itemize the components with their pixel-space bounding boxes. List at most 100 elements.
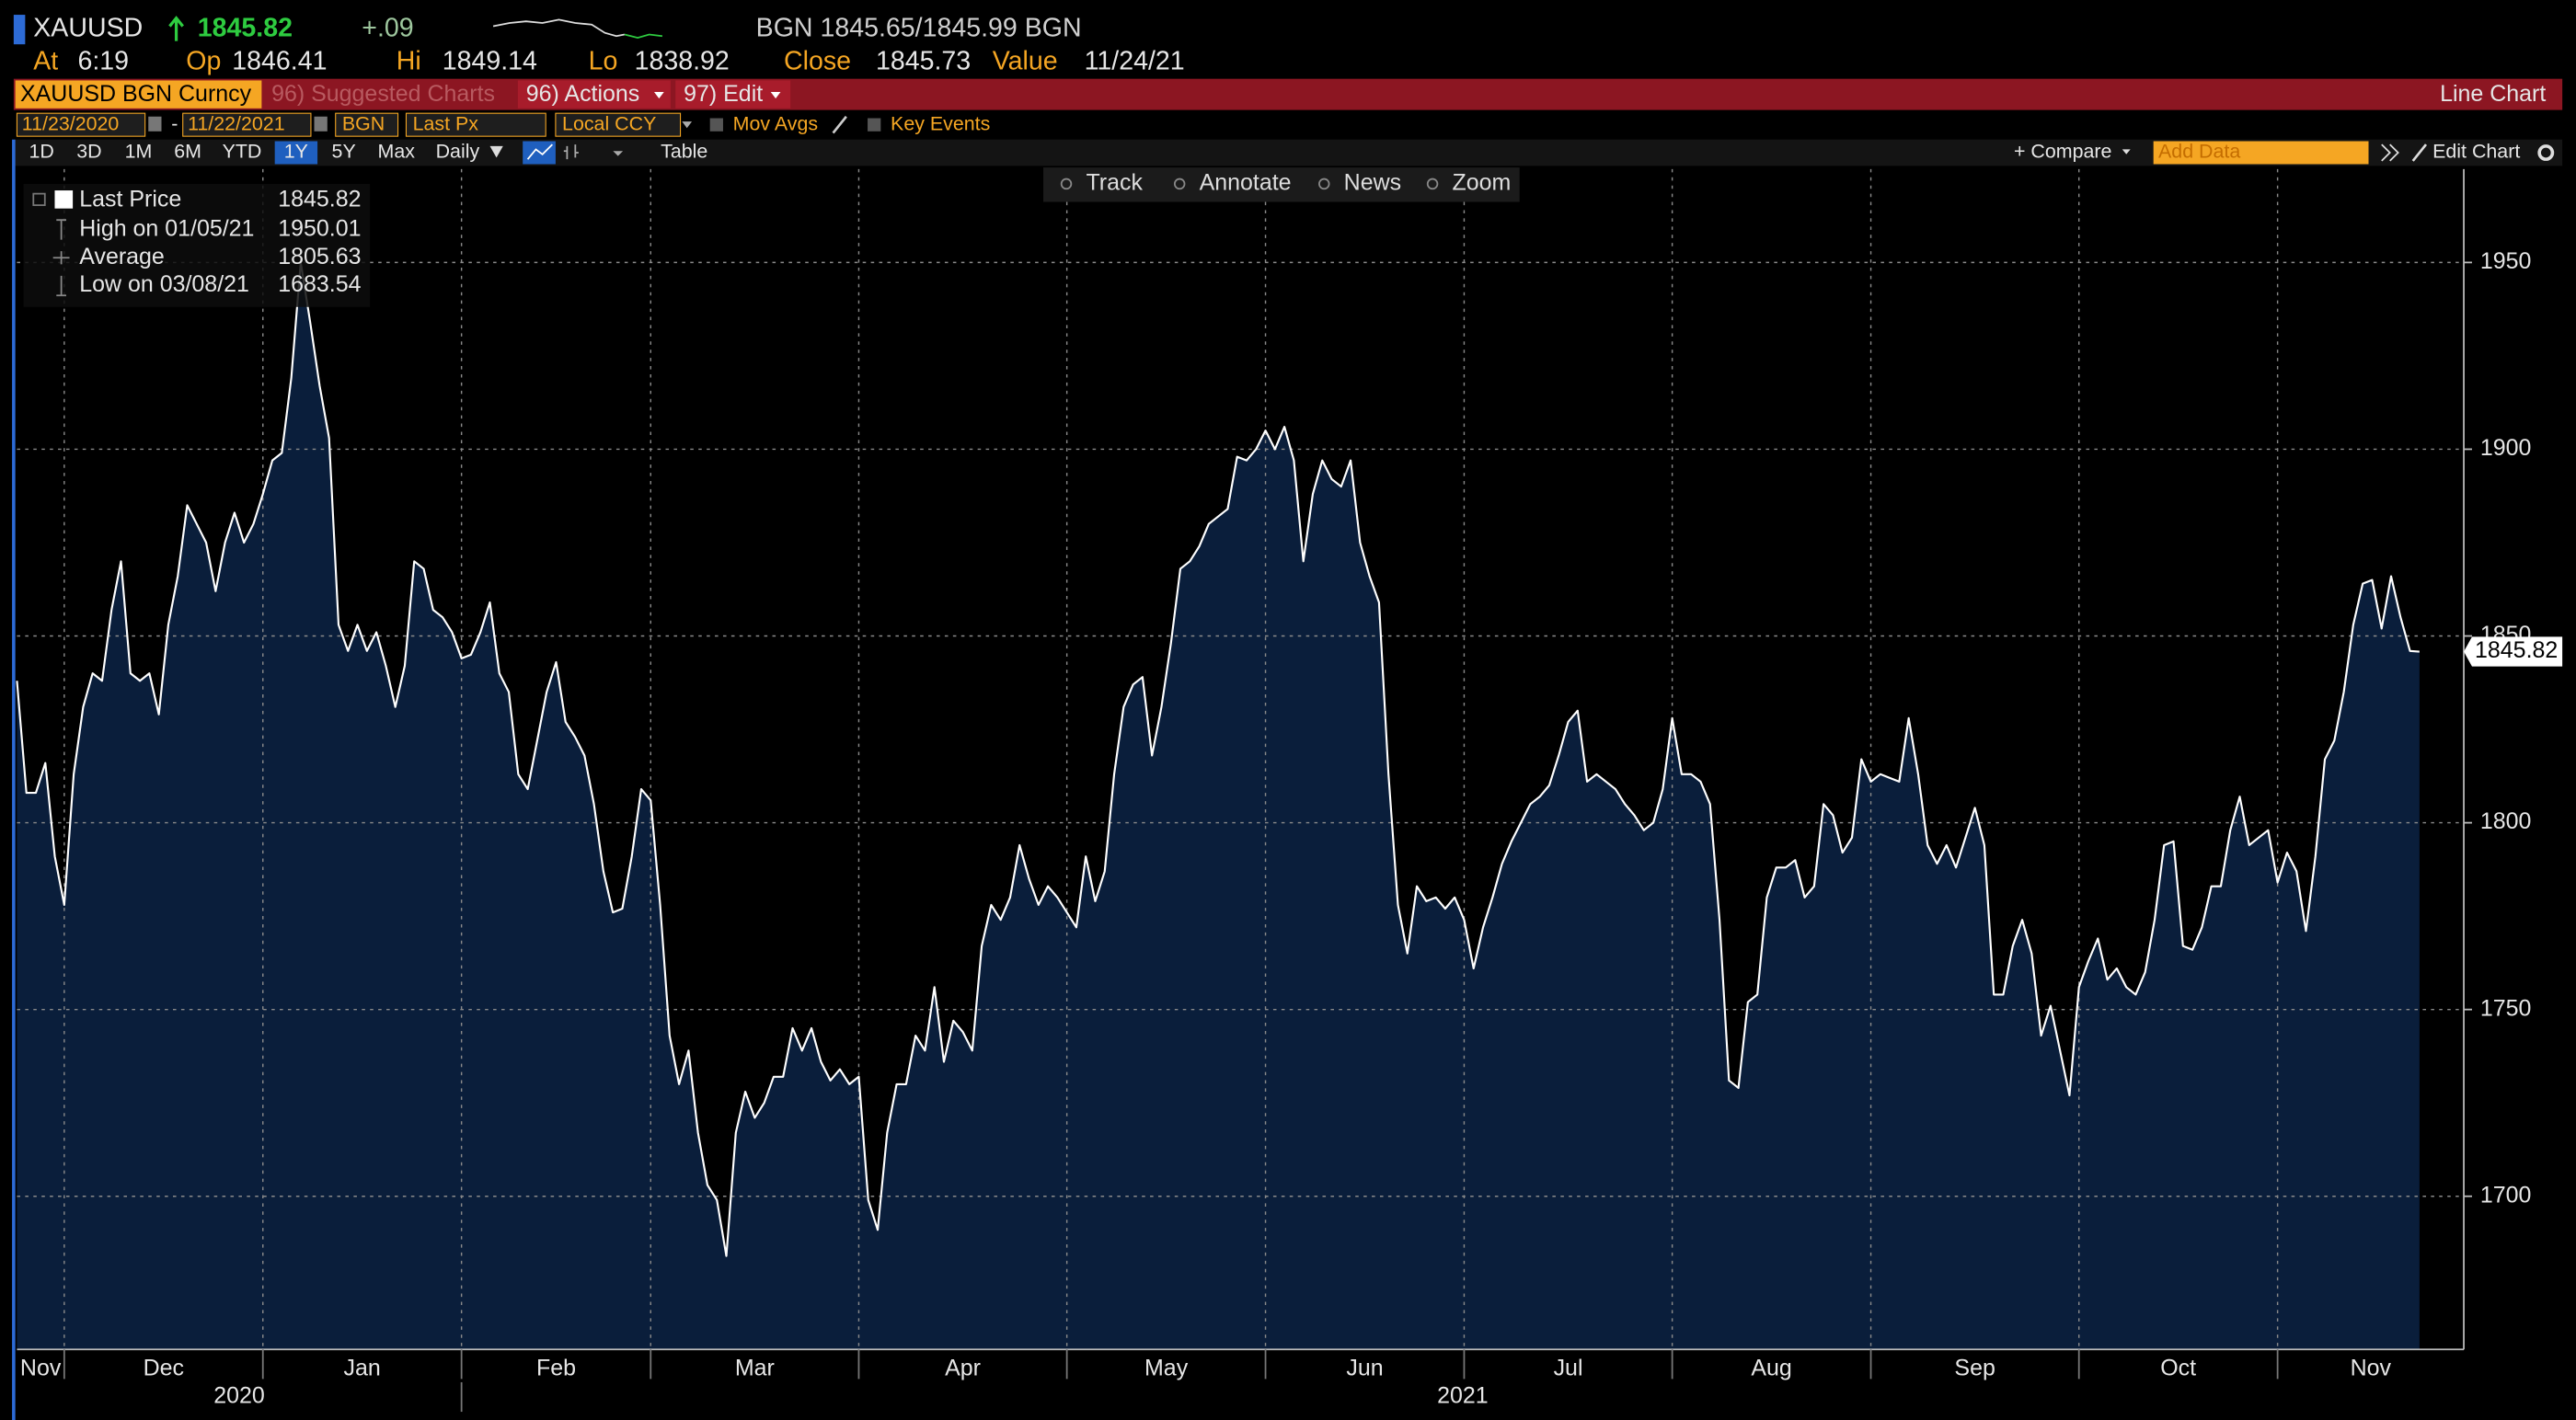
tool-button[interactable]: Zoom bbox=[1452, 170, 1511, 196]
legend-swatch bbox=[54, 190, 74, 209]
change: +.09 bbox=[362, 14, 413, 43]
y-tick-label: 1900 bbox=[2480, 435, 2532, 461]
compare[interactable]: + Compare bbox=[2014, 141, 2112, 163]
stat-value: 1849.14 bbox=[443, 46, 537, 75]
calendar-icon[interactable] bbox=[148, 116, 162, 132]
edit[interactable]: 97) Edit bbox=[684, 81, 763, 107]
period-button[interactable]: Max bbox=[378, 141, 416, 163]
last-value-label: 1845.82 bbox=[2475, 637, 2558, 663]
x-tick-label: Apr bbox=[945, 1355, 981, 1380]
dropdown-arrow bbox=[770, 91, 781, 99]
tool-button[interactable]: Annotate bbox=[1200, 170, 1292, 196]
legend-label: Low on 03/08/21 bbox=[79, 271, 249, 297]
add-data[interactable]: Add Data bbox=[2158, 141, 2240, 163]
legend-value: 1805.63 bbox=[278, 244, 361, 269]
y-tick-label: 1800 bbox=[2480, 808, 2532, 834]
period-selected bbox=[274, 141, 318, 165]
legend-label: Last Price bbox=[79, 186, 181, 212]
period-button[interactable]: 1D bbox=[29, 141, 54, 163]
currency[interactable]: Local CCY bbox=[562, 112, 656, 134]
period-button[interactable]: 1M bbox=[125, 141, 153, 163]
suggested-charts[interactable]: 96) Suggested Charts bbox=[271, 81, 495, 107]
legend-box bbox=[23, 183, 371, 307]
view-name: Line Chart bbox=[2440, 81, 2546, 107]
tool-icon[interactable] bbox=[1060, 178, 1073, 190]
chart-toolbar bbox=[1043, 167, 1520, 202]
source-field[interactable] bbox=[335, 112, 399, 137]
add-data-field[interactable] bbox=[2153, 141, 2369, 165]
key-events[interactable]: Key Events bbox=[891, 112, 990, 134]
security[interactable]: XAUUSD BGN Curncy bbox=[20, 81, 252, 107]
actions-button[interactable] bbox=[517, 80, 671, 109]
start-date-field[interactable] bbox=[16, 112, 146, 137]
edit-chart[interactable]: Edit Chart bbox=[2432, 141, 2520, 163]
period-button[interactable]: YTD bbox=[223, 141, 262, 163]
low-icon bbox=[56, 275, 66, 297]
average-icon bbox=[52, 251, 70, 265]
bar-icon[interactable] bbox=[563, 144, 579, 160]
x-year-label: 2021 bbox=[1437, 1383, 1489, 1409]
edit-button[interactable] bbox=[675, 80, 791, 109]
high-icon bbox=[56, 219, 66, 240]
x-tick-label: Nov bbox=[20, 1355, 62, 1380]
tool-icon[interactable] bbox=[1426, 178, 1439, 190]
dropdown-arrow bbox=[654, 91, 664, 99]
pencil-icon[interactable] bbox=[832, 115, 847, 134]
checkbox[interactable] bbox=[868, 118, 881, 132]
tool-icon[interactable] bbox=[1318, 178, 1330, 190]
calendar-icon[interactable] bbox=[314, 116, 328, 132]
period-button[interactable]: 5Y bbox=[332, 141, 356, 163]
stat-value: 1846.41 bbox=[232, 46, 327, 75]
frequency[interactable]: Daily bbox=[436, 141, 480, 163]
x-tick-label: Feb bbox=[536, 1355, 576, 1380]
area bbox=[17, 262, 2420, 1350]
quote: BGN 1845.65/1845.99 BGN bbox=[756, 14, 1082, 43]
period-button[interactable]: 1Y bbox=[284, 141, 308, 163]
legend-label: High on 01/05/21 bbox=[79, 215, 254, 241]
tool-icon[interactable] bbox=[1173, 178, 1186, 190]
period-button[interactable]: 3D bbox=[76, 141, 101, 163]
pencil-icon[interactable] bbox=[2411, 143, 2428, 162]
mov-avgs[interactable]: Mov Avgs bbox=[733, 112, 818, 134]
currency-select[interactable] bbox=[555, 112, 682, 137]
x-year-label: 2020 bbox=[213, 1383, 265, 1409]
date-separator: - bbox=[171, 112, 178, 134]
y-tick-label: 1700 bbox=[2480, 1182, 2532, 1208]
last-price: 1845.82 bbox=[198, 14, 293, 43]
dropdown-arrow bbox=[682, 121, 693, 129]
start-date[interactable]: 11/23/2020 bbox=[22, 112, 120, 134]
stat-label: Op bbox=[186, 46, 221, 75]
table-button[interactable]: Table bbox=[661, 141, 707, 163]
stat-label: Lo bbox=[589, 46, 618, 75]
field[interactable]: Last Px bbox=[413, 112, 479, 134]
stat-label: Close bbox=[784, 46, 851, 75]
settings-icon[interactable] bbox=[2537, 144, 2555, 161]
tool-button[interactable]: Track bbox=[1086, 170, 1143, 196]
end-date-field[interactable] bbox=[182, 112, 312, 137]
actions[interactable]: 96) Actions bbox=[526, 81, 640, 107]
x-tick-label: Mar bbox=[735, 1355, 775, 1380]
x-tick-label: Dec bbox=[144, 1355, 184, 1380]
x-tick-label: Sep bbox=[1954, 1355, 1995, 1380]
y-tick-label: 1750 bbox=[2480, 995, 2532, 1021]
last-value-tag bbox=[2464, 636, 2563, 667]
security-field[interactable] bbox=[15, 80, 262, 109]
checkbox[interactable] bbox=[709, 118, 723, 132]
price-line bbox=[16, 261, 2420, 1257]
x-tick-label: Jan bbox=[344, 1355, 381, 1380]
source[interactable]: BGN bbox=[342, 112, 385, 134]
x-tick-label: Jun bbox=[1346, 1355, 1383, 1380]
sparkline-today bbox=[624, 33, 663, 39]
legend-collapse[interactable] bbox=[32, 192, 46, 207]
stat-label: Value bbox=[993, 46, 1058, 75]
sparkline bbox=[492, 18, 626, 38]
x-tick-label: Aug bbox=[1751, 1355, 1791, 1380]
collapse-icon[interactable] bbox=[2381, 143, 2399, 162]
tool-button[interactable]: News bbox=[1344, 170, 1401, 196]
field-select[interactable] bbox=[405, 112, 546, 137]
end-date[interactable]: 11/22/2021 bbox=[188, 112, 285, 134]
x-tick-label: Jul bbox=[1554, 1355, 1583, 1380]
period-button[interactable]: 6M bbox=[174, 141, 201, 163]
